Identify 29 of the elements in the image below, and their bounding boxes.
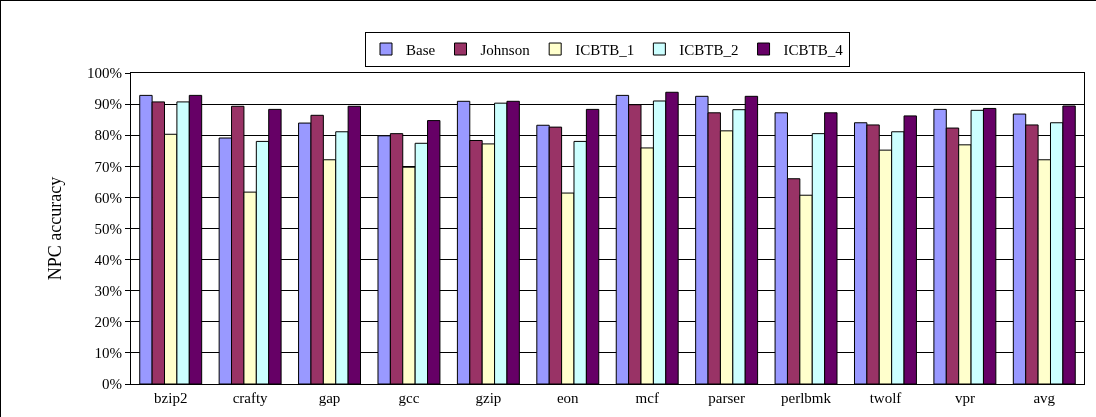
x-tick-label: gap	[318, 390, 341, 406]
y-tick-label: 0%	[102, 376, 122, 393]
legend-label: Johnson	[480, 41, 531, 58]
y-tick-label: 70%	[94, 158, 122, 175]
legend-label: ICBTB_4	[783, 41, 844, 58]
y-tick-label: 90%	[94, 96, 122, 113]
x-tick-label: mcf	[635, 390, 659, 406]
y-tick-label: 100%	[87, 65, 122, 82]
y-tick-label: 60%	[94, 189, 122, 206]
x-tick-label: gcc	[398, 390, 420, 406]
x-tick-label: crafty	[232, 390, 269, 406]
y-tick-label: 30%	[94, 282, 122, 299]
x-tick-label: bzip2	[154, 390, 188, 406]
y-axis-title: NPC accuracy	[45, 176, 66, 281]
x-tick-label: perlbmk	[781, 390, 832, 406]
x-tick-label: gzip	[475, 390, 502, 406]
x-tick-label: eon	[556, 390, 580, 406]
y-tick-label: 10%	[94, 345, 122, 362]
legend-label: Base	[406, 41, 436, 58]
y-tick-label: 40%	[94, 251, 122, 268]
y-tick-label: 20%	[94, 314, 122, 331]
y-tick-label: 80%	[94, 127, 122, 144]
x-tick-label: avg	[1033, 390, 1056, 406]
x-tick-label: parser	[708, 390, 745, 406]
x-tick-label: vpr	[954, 390, 975, 406]
legend-label: ICBTB_1	[575, 41, 635, 58]
x-tick-label: twolf	[869, 390, 902, 406]
y-tick-label: 50%	[94, 220, 122, 237]
legend-label: ICBTB_2	[679, 41, 739, 58]
